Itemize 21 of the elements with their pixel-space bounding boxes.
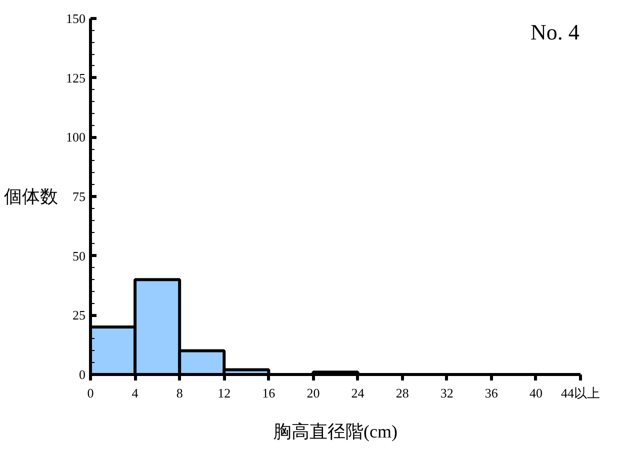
x-tick-label: 36 (484, 386, 498, 400)
x-tick-label: 20 (306, 386, 320, 400)
annotation: No. 4 (530, 20, 580, 44)
y-tick-label: 75 (72, 189, 86, 204)
x-axis-title: 胸高直径階(cm) (274, 422, 398, 442)
y-tick-label: 50 (72, 248, 86, 264)
y-axis-title: 個体数 (4, 186, 58, 206)
y-tick-label: 100 (66, 130, 86, 145)
x-tick-label: 12 (218, 386, 231, 400)
x-tick-label: 40 (529, 386, 542, 400)
y-tick-label: 25 (72, 308, 86, 323)
x-tick-label: 16 (262, 386, 276, 400)
x-tick-label: 4 (132, 386, 139, 400)
x-tick-label: 28 (396, 386, 409, 400)
x-tick-label: 44以上 (561, 386, 600, 400)
y-tick-label: 150 (66, 11, 86, 26)
x-tick-label: 8 (176, 386, 183, 400)
x-tick-label: 32 (440, 386, 454, 400)
x-tick-label: 24 (351, 386, 365, 400)
y-tick-label: 0 (79, 367, 86, 382)
y-tick-label: 125 (66, 70, 86, 86)
